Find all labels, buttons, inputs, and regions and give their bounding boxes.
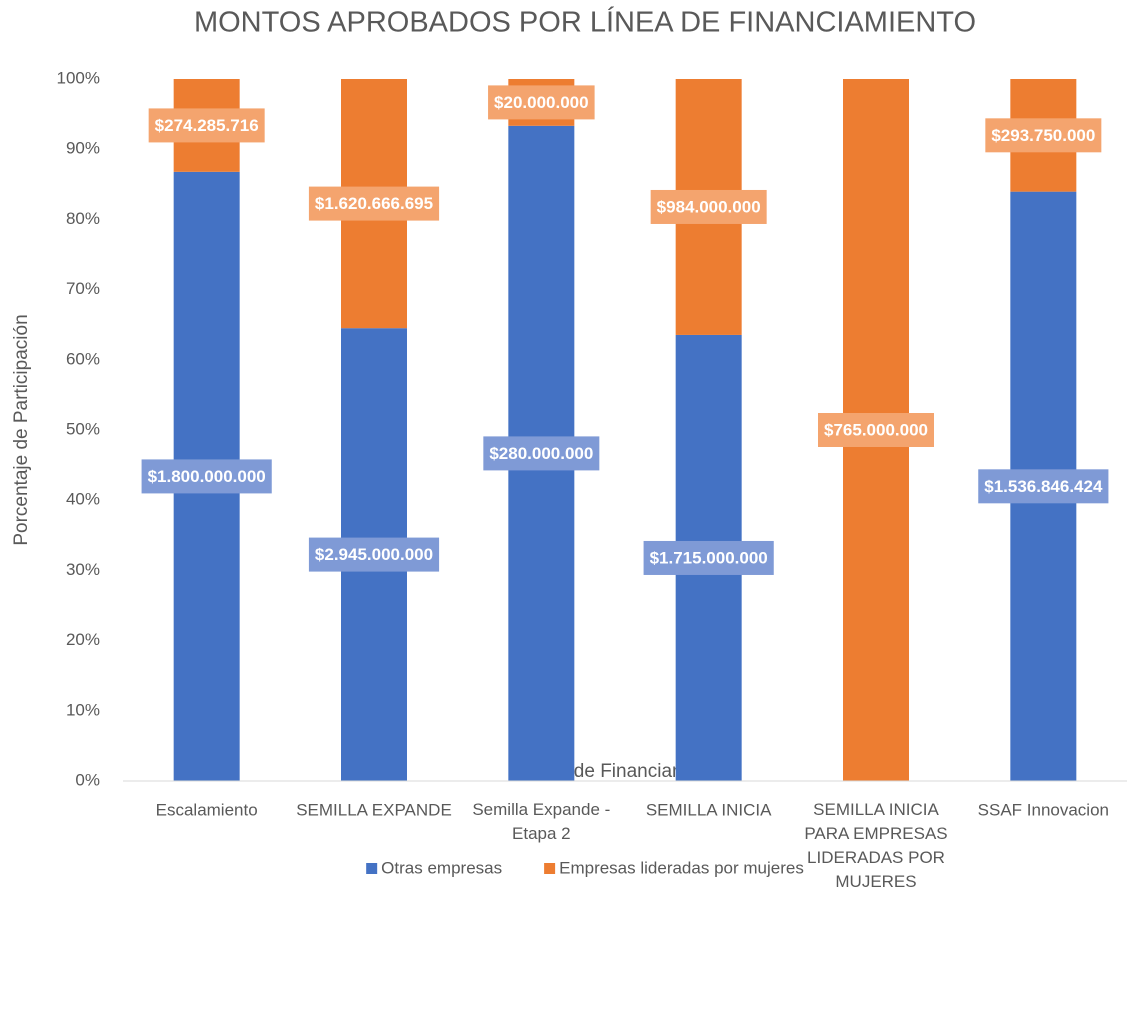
- data-label-box: [488, 85, 595, 120]
- data-label: $984.000.000: [657, 197, 761, 216]
- x-tick-label: SEMILLA INICIA: [646, 800, 772, 819]
- data-label: $274.285.716: [155, 116, 259, 135]
- data-label: $293.750.000: [991, 126, 1095, 145]
- data-label-box: [308, 186, 440, 221]
- x-tick-label-line: Etapa 2: [512, 824, 571, 843]
- y-tick-label: 80%: [66, 209, 100, 228]
- data-label: $280.000.000: [489, 444, 593, 463]
- legend-swatch: [544, 863, 556, 874]
- y-tick-label: 50%: [66, 419, 100, 438]
- y-tick-label: 0%: [75, 770, 100, 789]
- data-label-box: [643, 540, 774, 575]
- y-tick-label: 90%: [66, 139, 100, 158]
- data-label: $765.000.000: [824, 420, 928, 439]
- x-tick-label-line: SEMILLA INICIA: [813, 800, 939, 819]
- x-tick-label: Escalamiento: [156, 800, 258, 819]
- legend-label: Otras empresas: [381, 858, 502, 877]
- data-label: $2.945.000.000: [315, 545, 433, 564]
- y-tick-label: 60%: [66, 349, 100, 368]
- x-tick-label-line: Semilla Expande -: [472, 800, 610, 819]
- data-label-box: [148, 108, 265, 143]
- data-label-box: [985, 118, 1102, 153]
- data-label-box: [978, 469, 1109, 504]
- chart-title: MONTOS APROBADOS POR LÍNEA DE FINANCIAMI…: [194, 6, 976, 39]
- data-label: $1.620.666.695: [315, 194, 433, 213]
- legend-label: Empresas lideradas por mujeres: [559, 858, 804, 877]
- x-tick-label: SEMILLA INICIA PARA EMPRESAS LIDERADAS POR…: [804, 800, 947, 891]
- data-label: $1.715.000.000: [650, 548, 768, 567]
- data-label-box: [308, 537, 440, 572]
- data-label-box: [141, 459, 272, 494]
- data-label-box: [483, 436, 600, 471]
- data-label: $1.536.846.424: [984, 477, 1103, 496]
- x-tick-label: SEMILLA EXPANDE: [296, 800, 452, 819]
- y-tick-label: 70%: [66, 279, 100, 298]
- x-tick-label: SSAF Innovacion: [978, 800, 1109, 819]
- x-tick-label: Semilla Expande - Etapa 2: [472, 800, 610, 843]
- x-tick-label-line: MUJERES: [835, 872, 916, 891]
- y-tick-label: 100%: [57, 68, 100, 87]
- y-axis-label: Porcentaje de Participación: [11, 314, 32, 545]
- y-tick-label: 10%: [66, 700, 100, 719]
- data-label: $1.800.000.000: [148, 467, 266, 486]
- data-label-box: [818, 413, 934, 447]
- x-tick-label-line: LIDERADAS POR: [807, 848, 945, 867]
- y-tick-label: 40%: [66, 490, 100, 509]
- data-label-box: [650, 189, 767, 224]
- data-label: $20.000.000: [494, 93, 589, 112]
- y-tick-label: 30%: [66, 560, 100, 579]
- x-tick-label-line: PARA EMPRESAS: [804, 824, 947, 843]
- legend-swatch: [366, 863, 378, 874]
- y-tick-label: 20%: [66, 630, 100, 649]
